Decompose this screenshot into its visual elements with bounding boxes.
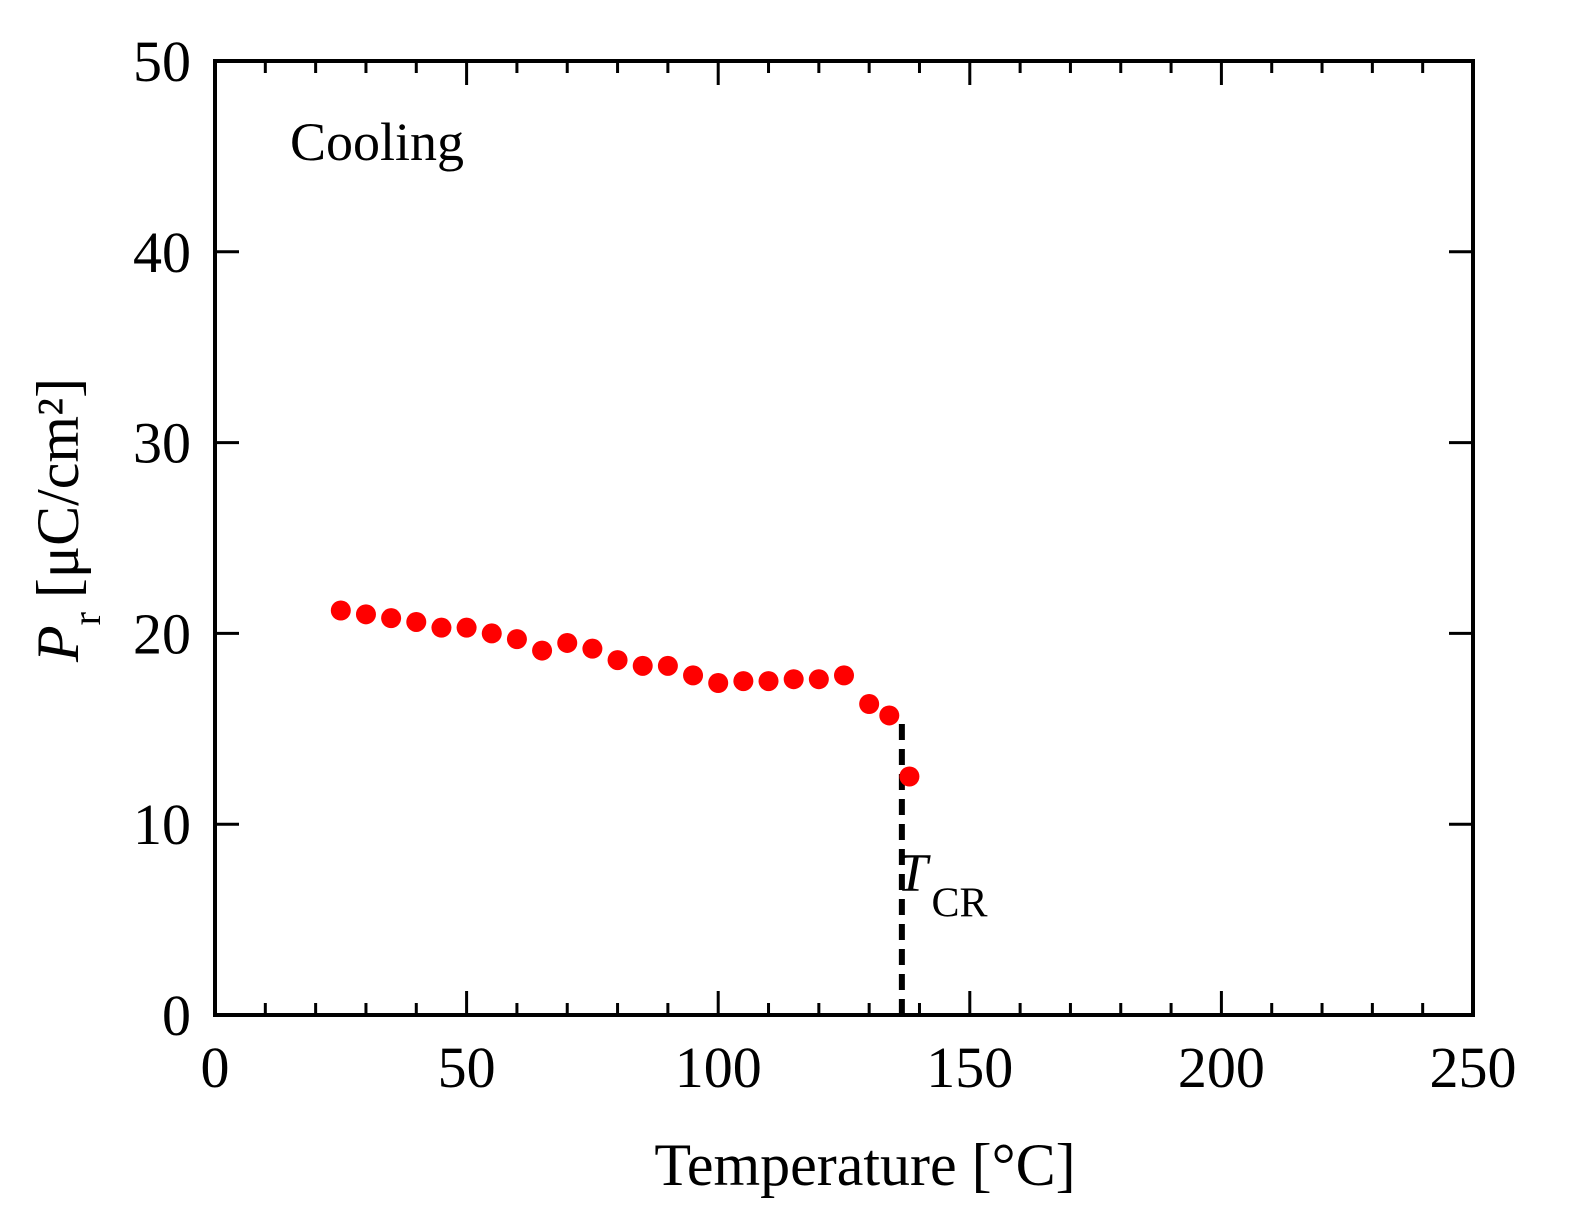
data-point: [607, 650, 628, 671]
data-points: [330, 600, 920, 787]
data-point: [899, 766, 920, 787]
minor-ticks: [263, 61, 1425, 1015]
data-point: [708, 673, 729, 694]
y-axis-title-group: Pr [μC/cm²]: [25, 378, 109, 663]
data-point: [834, 665, 854, 686]
data-point: [381, 608, 402, 629]
data-point: [406, 611, 427, 632]
y-axis-subscript: r: [64, 612, 109, 625]
data-point: [808, 669, 829, 690]
data-point: [657, 655, 678, 676]
data-point: [330, 600, 351, 621]
x-tick-label: 50: [438, 1035, 496, 1100]
data-point: [481, 623, 502, 644]
data-point: [758, 671, 779, 692]
y-tick-label: 10: [133, 792, 191, 857]
y-tick-label: 20: [133, 601, 191, 666]
x-tick-label: 150: [926, 1035, 1013, 1100]
x-tick-label: 100: [675, 1035, 762, 1100]
data-point: [632, 655, 653, 676]
data-point: [859, 693, 880, 714]
data-point: [733, 671, 754, 692]
x-tick-label: 200: [1178, 1035, 1265, 1100]
tcr-subscript: CR: [932, 881, 988, 927]
y-axis-symbol: P: [25, 625, 91, 663]
data-point: [783, 669, 804, 690]
y-axis-units: [μC/cm²]: [25, 378, 91, 598]
data-point: [582, 638, 603, 659]
data-point: [431, 617, 452, 638]
y-tick-label: 50: [133, 29, 191, 94]
x-tick-labels: 0 50 100 150 200 250: [201, 1035, 1517, 1100]
y-tick-label: 40: [133, 220, 191, 285]
data-point: [557, 632, 578, 653]
data-point: [506, 629, 527, 650]
x-axis-title: Temperature [°C]: [654, 1132, 1075, 1198]
y-tick-labels: 0 10 20 30 40 50: [133, 29, 191, 1048]
y-tick-label: 30: [133, 411, 191, 476]
y-tick-label: 0: [162, 983, 191, 1048]
major-ticks: [213, 59, 1475, 1017]
tcr-label: TCR: [897, 843, 987, 927]
cooling-label: Cooling: [290, 112, 464, 172]
tcr-symbol: T: [897, 843, 931, 903]
x-tick-label: 0: [201, 1035, 230, 1100]
y-axis-title: Pr [μC/cm²]: [25, 378, 109, 663]
data-point: [355, 604, 376, 625]
data-point: [456, 617, 477, 638]
data-point: [683, 665, 704, 686]
plot-frame: [213, 59, 1475, 1017]
x-tick-label: 250: [1430, 1035, 1517, 1100]
data-point: [532, 640, 553, 661]
data-point: [879, 705, 900, 726]
